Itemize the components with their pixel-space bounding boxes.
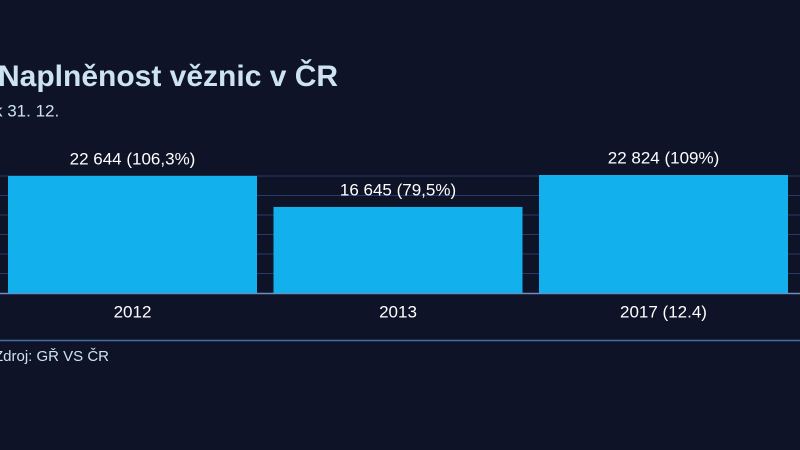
chart-title: Naplněnost věznic v ČR: [0, 59, 338, 93]
bar: [273, 206, 523, 293]
source: Zdroj: GŘ VS ČR: [0, 348, 109, 365]
bar: [8, 175, 257, 293]
x-tick-label: 2013: [379, 302, 417, 321]
value-label: 16 645 (79,5%): [340, 180, 456, 199]
x-tick-label: 2012: [114, 302, 152, 321]
value-label: 22 824 (109%): [608, 148, 720, 167]
chart-subtitle: k 31. 12.: [0, 101, 59, 120]
bar: [539, 175, 788, 293]
value-label: 22 644 (106,3%): [70, 149, 196, 168]
x-tick-label: 2017 (12.4): [620, 302, 707, 321]
